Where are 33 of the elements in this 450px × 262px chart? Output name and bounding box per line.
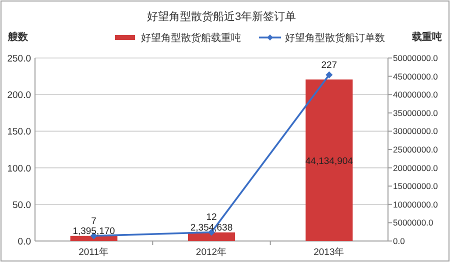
y2-tick-label: 10000000.0 bbox=[393, 199, 438, 210]
legend-label: 好望角型散货船载重吨 bbox=[141, 32, 241, 44]
y2-tick-label: 25000000.0 bbox=[393, 144, 438, 154]
y-tick-label: 150.0 bbox=[7, 126, 31, 138]
y2-tick-label: 0.0 bbox=[393, 236, 406, 246]
y-tick-label: 50.0 bbox=[12, 200, 31, 211]
y-axis-title: 艘数 bbox=[7, 31, 29, 43]
point bbox=[326, 71, 333, 78]
x-tick-label: 2011年 bbox=[78, 246, 110, 258]
bar bbox=[306, 79, 353, 241]
y-tick-label: 100.0 bbox=[7, 163, 31, 174]
chart-title: 好望角型散货船近3年新签订单 bbox=[146, 10, 296, 23]
y2-tick-label: 45000000.0 bbox=[393, 71, 438, 82]
legend-label: 好望角型散货船订单数 bbox=[285, 32, 385, 44]
y2-tick-label: 50000000.0 bbox=[393, 53, 438, 63]
y2-tick-label: 30000000.0 bbox=[393, 126, 438, 136]
text: 7 bbox=[91, 216, 96, 227]
y2-tick-label: 40000000.0 bbox=[393, 90, 438, 100]
text: 12 bbox=[206, 212, 217, 224]
y2-tick-label: 15000000.0 bbox=[393, 181, 438, 192]
x-tick-label: 2013年 bbox=[314, 246, 345, 258]
y2-tick-label: 20000000.0 bbox=[393, 162, 438, 173]
y2-axis-title: 载重吨 bbox=[411, 31, 442, 43]
y-tick-label: 0.0 bbox=[18, 236, 31, 248]
x-tick-label: 2012年 bbox=[196, 246, 228, 258]
text: 1,395,170 bbox=[72, 226, 115, 237]
bar bbox=[188, 232, 236, 241]
y2-tick-label: 5000000.0 bbox=[393, 218, 434, 228]
y-tick-label: 200.0 bbox=[7, 90, 31, 102]
text: 227 bbox=[321, 60, 338, 71]
y2-tick-label: 35000000.0 bbox=[393, 108, 438, 118]
y-tick-label: 250.0 bbox=[7, 54, 31, 64]
bar bbox=[70, 236, 118, 241]
